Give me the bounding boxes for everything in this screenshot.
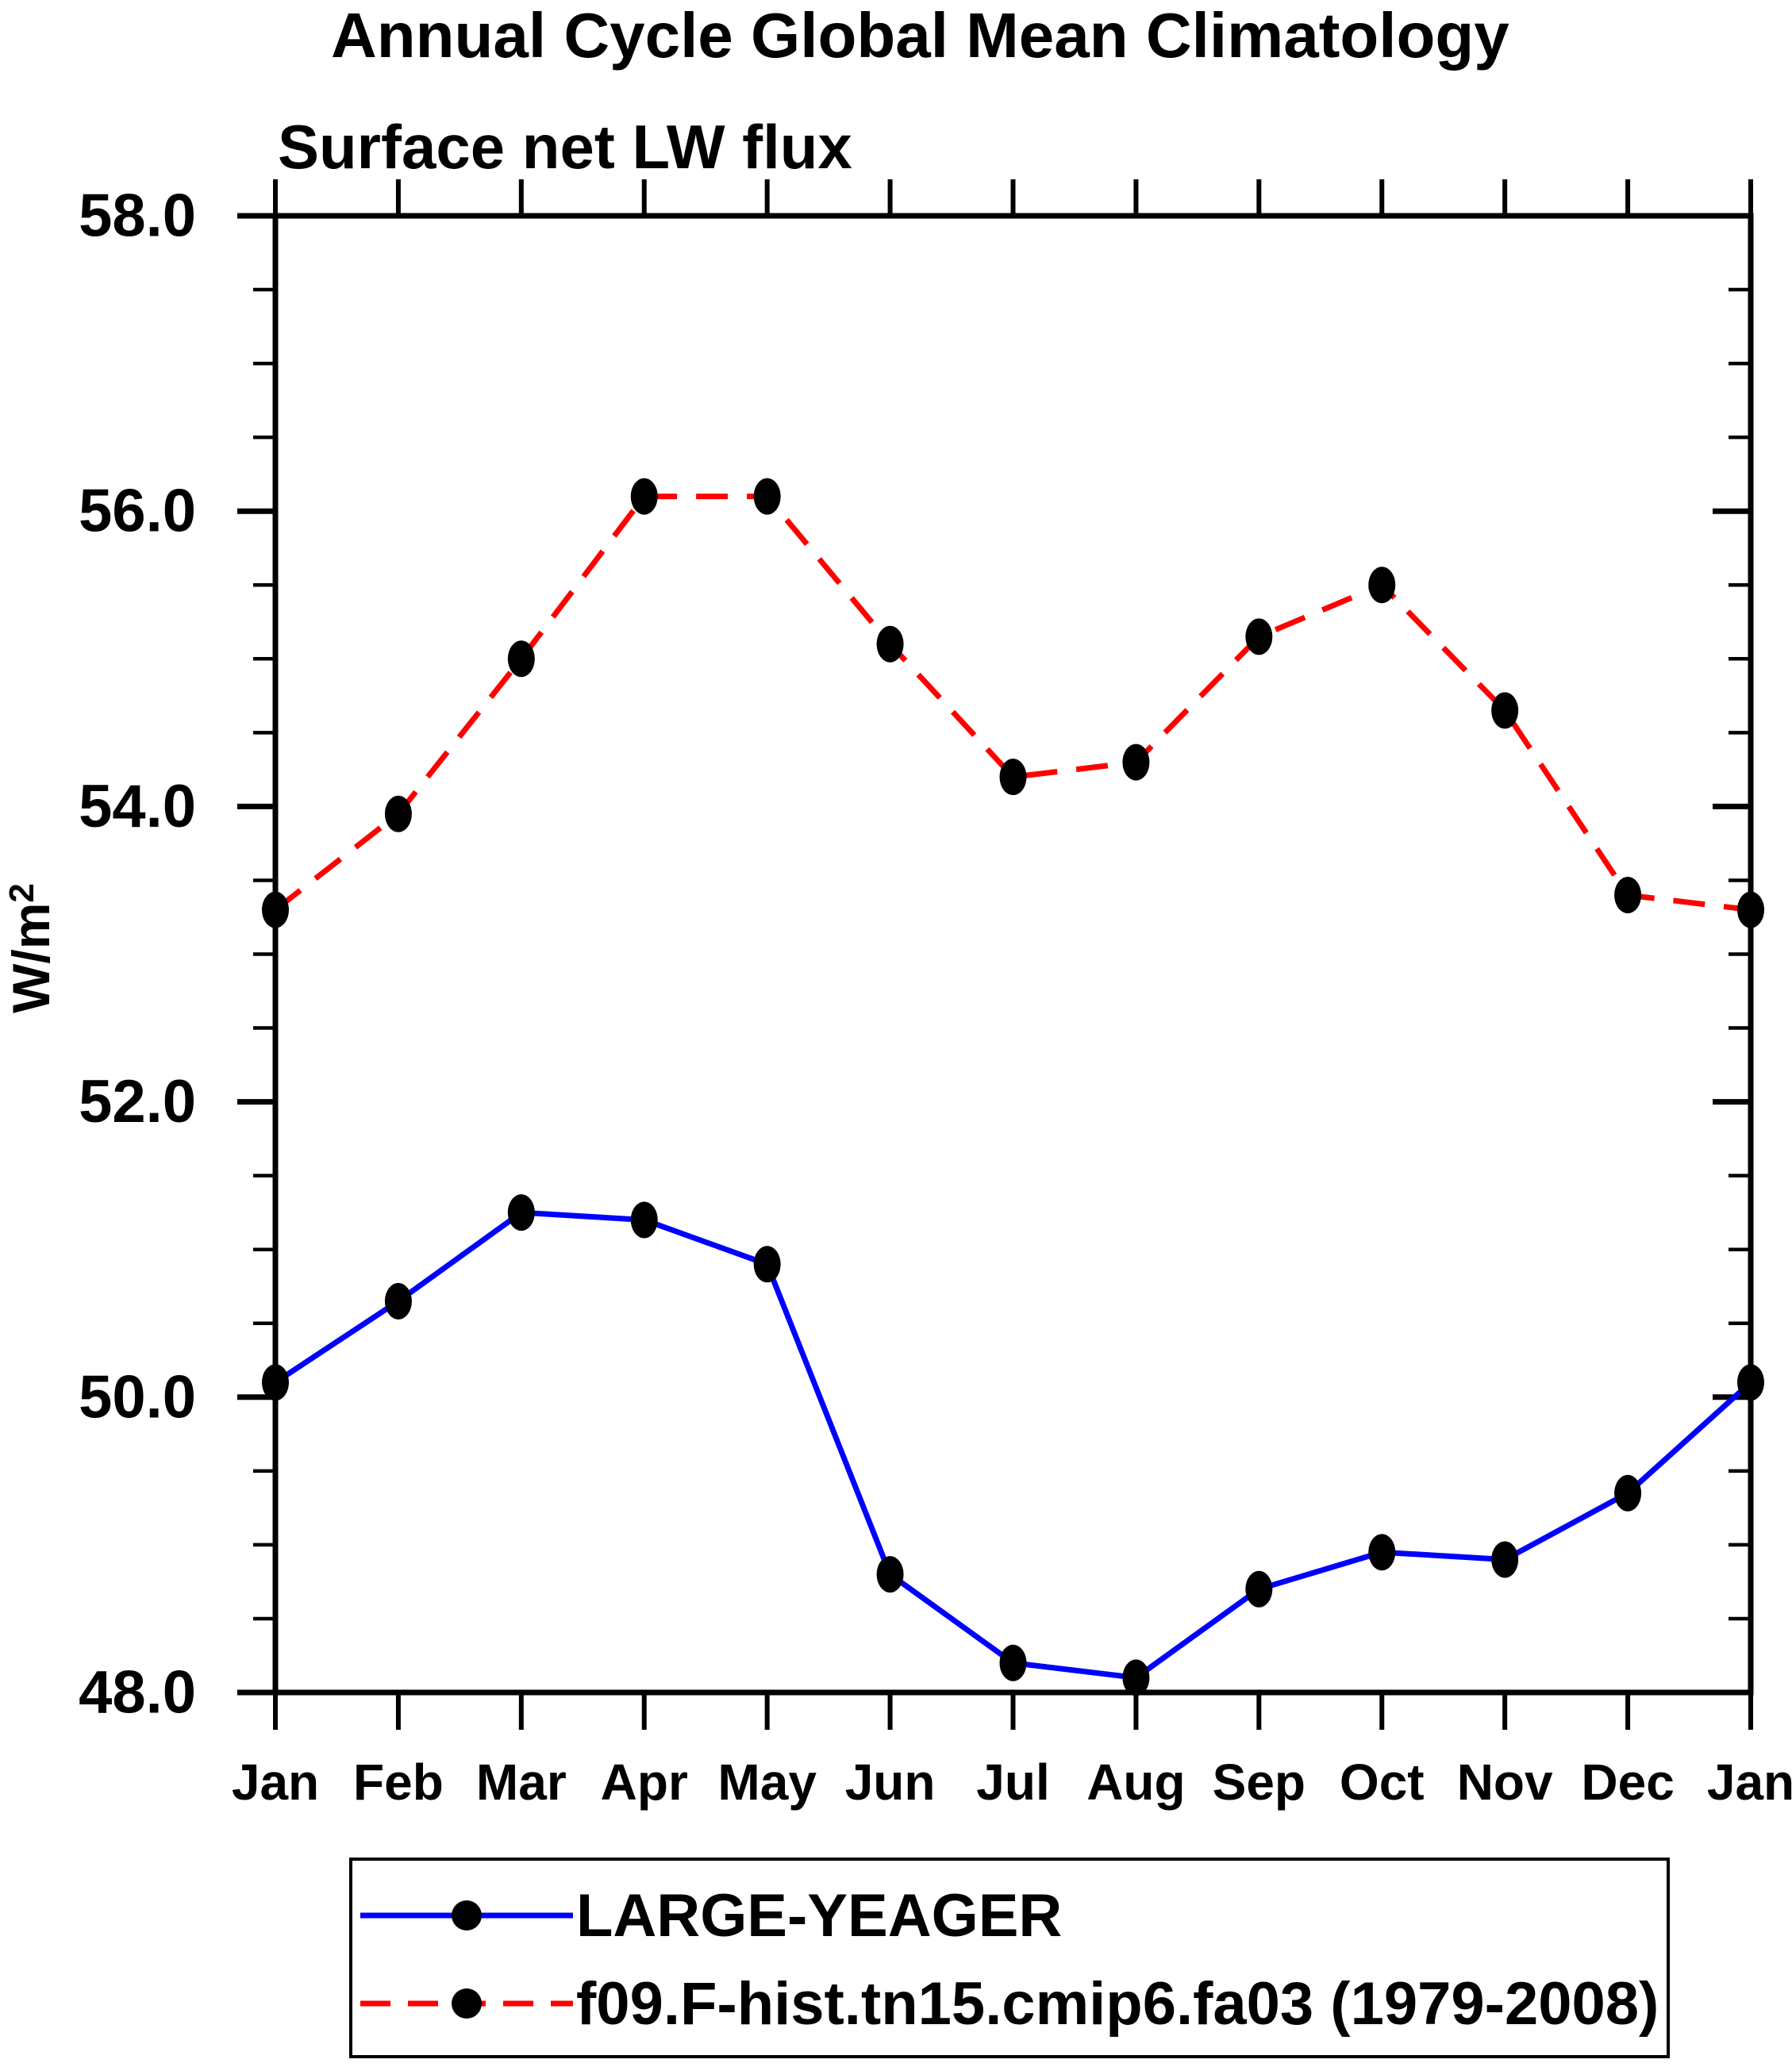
month-label: Nov <box>1457 1754 1553 1811</box>
month-label: Oct <box>1340 1754 1425 1811</box>
month-label: Mar <box>476 1754 567 1811</box>
data-point-marker <box>630 1201 658 1239</box>
y-tick-label: 56.0 <box>79 478 196 545</box>
month-label: Apr <box>601 1754 688 1811</box>
page-title: Annual Cycle Global Mean Climatology <box>331 0 1509 71</box>
chart-subtitle: Surface net LW flux <box>278 112 852 182</box>
legend-label: f09.F-hist.tn15.cmip6.fa03 (1979-2008) <box>576 1970 1659 2038</box>
data-point-marker <box>630 478 658 515</box>
data-point-marker <box>876 1556 904 1593</box>
legend-entry-f09: f09.F-hist.tn15.cmip6.fa03 (1979-2008) <box>360 1970 1659 2038</box>
data-point-marker <box>876 625 904 663</box>
data-point-marker <box>507 1194 535 1231</box>
y-tick-label: 58.0 <box>79 182 196 250</box>
y-tick-label: 52.0 <box>79 1068 196 1135</box>
y-tick-label: 48.0 <box>79 1659 196 1727</box>
data-point-marker <box>753 478 781 515</box>
data-point-marker <box>753 1246 781 1283</box>
data-series <box>262 478 1764 1696</box>
data-point-marker <box>262 891 289 928</box>
data-point-marker <box>1491 692 1519 729</box>
legend-box <box>349 1858 1670 2058</box>
month-label: May <box>717 1754 817 1811</box>
month-label: Aug <box>1086 1754 1185 1811</box>
month-label: Jan <box>232 1754 319 1811</box>
legend: LARGE-YEAGER f09.F-hist.tn15.cmip6.fa03 … <box>349 1858 1670 2058</box>
data-point-marker <box>1245 1570 1273 1608</box>
data-point-marker <box>1368 567 1396 604</box>
month-label: Feb <box>353 1754 444 1811</box>
legend-marker-icon <box>452 1988 482 2019</box>
data-point-marker <box>507 640 535 678</box>
data-point-marker <box>384 795 412 832</box>
legend-entry-large-yeager: LARGE-YEAGER <box>360 1882 1062 1950</box>
month-label: Sep <box>1213 1754 1306 1811</box>
data-point-marker <box>1122 743 1150 781</box>
data-point-marker <box>1491 1541 1519 1578</box>
data-point-marker <box>1737 1364 1764 1401</box>
data-point-marker <box>999 759 1027 796</box>
data-point-marker <box>262 1364 289 1401</box>
axis-tick-labels: 48.0 50.0 52.0 54.0 56.0 58.0 Jan Feb Mar Apr May J… <box>79 182 1792 1812</box>
y-tick-label: 50.0 <box>79 1363 196 1431</box>
month-label: Dec <box>1581 1754 1674 1811</box>
plot-frame <box>272 213 1754 1696</box>
legend-marker-icon <box>452 1900 482 1931</box>
data-point-marker <box>1614 877 1642 914</box>
y-tick-label: 54.0 <box>79 773 196 840</box>
data-point-marker <box>1614 1474 1642 1512</box>
data-point-marker <box>1368 1534 1396 1571</box>
month-label: Jun <box>845 1754 936 1811</box>
axis-ticks <box>237 179 1753 1730</box>
y-axis-label: W/m2 <box>2 883 60 1013</box>
data-point-marker <box>1737 891 1764 928</box>
data-point-marker <box>1245 618 1273 655</box>
legend-label: LARGE-YEAGER <box>576 1882 1062 1950</box>
month-label: Jan <box>1707 1754 1792 1811</box>
data-point-marker <box>999 1644 1027 1681</box>
data-point-marker <box>1122 1659 1150 1696</box>
data-point-marker <box>384 1282 412 1320</box>
month-label: Jul <box>976 1754 1049 1811</box>
